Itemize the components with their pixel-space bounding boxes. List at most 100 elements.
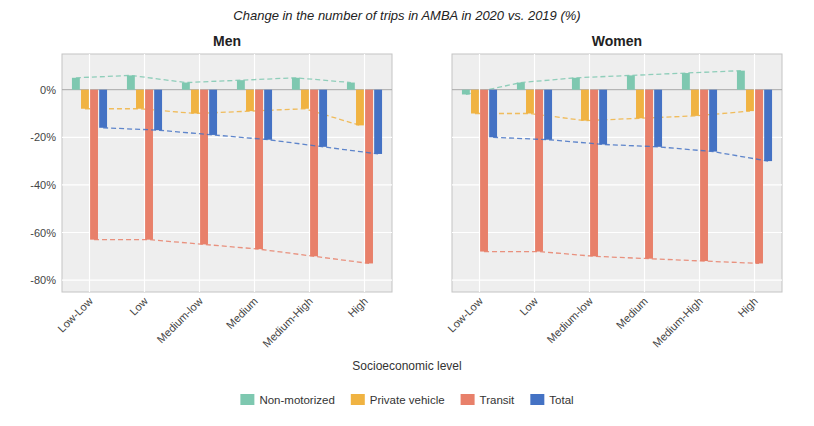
legend: Non-motorizedPrivate vehicleTransitTotal (240, 394, 573, 406)
x-tick-label: Low (127, 295, 150, 318)
y-tick-label: 0% (40, 84, 56, 96)
plot-area (452, 54, 782, 292)
bar (255, 90, 263, 249)
bar (737, 71, 745, 90)
trend-line (76, 75, 351, 82)
bar (191, 90, 199, 114)
trend-line (484, 252, 759, 264)
bar (709, 90, 717, 152)
bar (246, 90, 254, 111)
bar (310, 90, 318, 257)
bar (535, 90, 543, 252)
bar (182, 83, 190, 90)
x-grid (144, 54, 145, 292)
bar (764, 90, 772, 161)
bar (319, 90, 327, 147)
legend-swatch (351, 394, 365, 405)
bar (572, 78, 580, 90)
x-grid (89, 54, 90, 292)
bar (301, 90, 309, 109)
chart-title: Change in the number of trips in AMBA in… (233, 8, 580, 23)
zero-line (452, 89, 782, 90)
x-tick-label: Medium-low (544, 295, 594, 345)
bar (264, 90, 272, 140)
legend-label: Private vehicle (370, 394, 445, 406)
bar (700, 90, 708, 261)
marks (72, 75, 382, 263)
legend-label: Non-motorized (259, 394, 334, 406)
y-grid (62, 137, 392, 138)
y-grid (452, 184, 782, 185)
bar (356, 90, 364, 126)
x-tick-label: Low-Low (445, 295, 485, 335)
legend-swatch (530, 394, 544, 405)
x-tick-label: Low (517, 295, 540, 318)
legend-swatch (461, 394, 475, 405)
x-tick-label: Medium-High (260, 295, 315, 350)
trend-line (493, 137, 768, 161)
bar (154, 90, 162, 130)
bar (90, 90, 98, 240)
x-grid (644, 54, 645, 292)
bar (136, 90, 144, 109)
panel: Low-LowLowMedium-lowMediumMedium-HighHig… (445, 33, 782, 350)
bar (599, 90, 607, 145)
x-grid (254, 54, 255, 292)
bar (746, 90, 754, 111)
bar (292, 78, 300, 90)
y-tick-label: -60% (30, 227, 56, 239)
bar (347, 83, 355, 90)
bar (81, 90, 89, 109)
y-grid (62, 232, 392, 233)
bar (374, 90, 382, 154)
zero-line (62, 89, 392, 90)
bar (581, 90, 589, 121)
x-grid (534, 54, 535, 292)
bar (237, 80, 245, 90)
plot-area (62, 54, 392, 292)
x-grid (199, 54, 200, 292)
trend-line (475, 111, 750, 121)
panel-title: Women (592, 33, 642, 49)
y-tick-label: -20% (30, 131, 56, 143)
trend-line (103, 128, 378, 154)
legend-label: Transit (480, 394, 516, 406)
bar (127, 75, 135, 89)
bar (627, 75, 635, 89)
x-grid (754, 54, 755, 292)
x-tick-label: High (345, 295, 369, 319)
bar (471, 90, 479, 114)
bar (636, 90, 644, 119)
bar (365, 90, 373, 264)
bar (544, 90, 552, 140)
bar (526, 90, 534, 114)
x-grid (699, 54, 700, 292)
x-grid (479, 54, 480, 292)
bar (691, 90, 699, 116)
panel: 0%-20%-40%-60%-80%Low-LowLowMedium-lowMe… (30, 33, 392, 350)
x-tick-label: Low-Low (55, 295, 95, 335)
x-tick-label: Medium (224, 295, 260, 331)
bar (755, 90, 763, 264)
panel-title: Men (213, 33, 241, 49)
bar (200, 90, 208, 245)
y-grid (62, 280, 392, 281)
y-grid (452, 232, 782, 233)
bar (209, 90, 217, 135)
y-grid (62, 184, 392, 185)
x-tick-label: Medium (614, 295, 650, 331)
bar (480, 90, 488, 252)
x-axis-label: Socioeconomic level (352, 359, 461, 373)
y-tick-label: -80% (30, 274, 56, 286)
legend-swatch (240, 394, 254, 405)
marks (462, 71, 772, 264)
bar (99, 90, 107, 128)
bar (145, 90, 153, 240)
bar (654, 90, 662, 147)
y-grid (452, 280, 782, 281)
x-tick-label: Medium-High (650, 295, 705, 350)
trend-line (94, 240, 369, 264)
bar (682, 73, 690, 90)
bar (590, 90, 598, 257)
x-grid (364, 54, 365, 292)
